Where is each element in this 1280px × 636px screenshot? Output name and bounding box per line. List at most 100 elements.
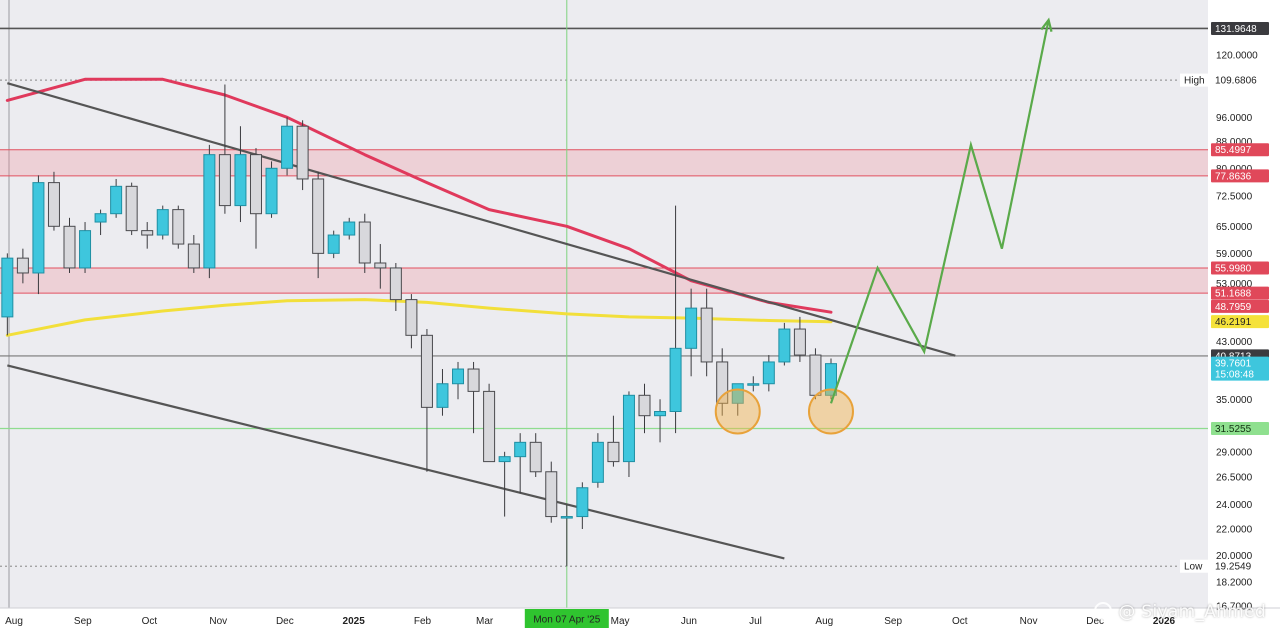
candle-33[interactable] xyxy=(514,433,527,494)
candle-body-53 xyxy=(824,363,837,396)
candle-15[interactable] xyxy=(234,126,247,223)
candle-22[interactable] xyxy=(343,217,356,240)
candle-37[interactable] xyxy=(576,482,589,529)
resistance-zone-0 xyxy=(0,149,1208,176)
trendline-0 xyxy=(7,82,956,357)
candle-43[interactable] xyxy=(669,205,682,434)
x-tick-label: Oct xyxy=(142,616,158,627)
price-tag-value-11: 19.2549 xyxy=(1215,562,1252,573)
candle-17[interactable] xyxy=(265,161,278,218)
candle-52[interactable] xyxy=(809,348,822,400)
candle-14[interactable] xyxy=(218,84,231,214)
candle-18[interactable] xyxy=(281,117,294,176)
candle-12[interactable] xyxy=(187,235,200,273)
x-tick-label: Sep xyxy=(74,616,92,627)
price-tag-10: 31.5255 xyxy=(1211,421,1269,435)
x-tick-label: Feb xyxy=(414,616,432,627)
candle-45[interactable] xyxy=(700,288,713,377)
candle-6[interactable] xyxy=(94,209,107,236)
candle-body-30 xyxy=(467,368,480,392)
candle-41[interactable] xyxy=(638,383,651,434)
candle-46[interactable] xyxy=(716,348,729,416)
candle-body-14 xyxy=(218,154,231,207)
candle-39[interactable] xyxy=(607,415,620,467)
candle-53[interactable] xyxy=(824,358,837,400)
candle-10[interactable] xyxy=(156,205,169,240)
candle-16[interactable] xyxy=(249,148,262,249)
candle-body-19 xyxy=(296,125,309,180)
watermark-text: @ Siyam_Ahmed xyxy=(1118,602,1266,622)
candle-26[interactable] xyxy=(405,294,418,349)
candle-24[interactable] xyxy=(374,244,387,289)
candle-body-9 xyxy=(141,230,154,236)
projection-path xyxy=(829,19,1050,404)
candle-7[interactable] xyxy=(110,178,123,218)
candle-1[interactable] xyxy=(16,248,29,284)
candle-40[interactable] xyxy=(622,391,635,477)
candle-28[interactable] xyxy=(436,369,449,416)
candle-4[interactable] xyxy=(63,217,76,273)
candle-25[interactable] xyxy=(389,262,402,312)
candle-42[interactable] xyxy=(654,399,667,443)
candle-31[interactable] xyxy=(483,383,496,463)
candle-body-26 xyxy=(405,299,418,336)
y-tick-label: 65.0000 xyxy=(1216,222,1253,233)
price-tag-bg-2 xyxy=(1211,143,1269,157)
candle-34[interactable] xyxy=(529,433,542,477)
candle-0[interactable] xyxy=(1,253,14,336)
candle-5[interactable] xyxy=(79,222,92,273)
y-tick-label: 59.0000 xyxy=(1216,249,1253,260)
candle-30[interactable] xyxy=(467,361,480,434)
price-tag-bg-11 xyxy=(1211,559,1269,573)
candle-36[interactable] xyxy=(560,504,573,567)
candle-19[interactable] xyxy=(296,120,309,191)
candle-20[interactable] xyxy=(312,171,325,279)
y-tick-label: 22.0000 xyxy=(1216,524,1253,535)
price-tag-value-2: 85.4997 xyxy=(1215,145,1252,156)
crosshair-date-label: Mon 07 Apr '25 xyxy=(533,615,600,626)
candle-body-18 xyxy=(281,125,294,169)
candle-32[interactable] xyxy=(498,451,511,517)
x-tick-label: Nov xyxy=(1020,616,1038,627)
candle-50[interactable] xyxy=(778,322,791,366)
x-tick-label: Mar xyxy=(476,616,494,627)
candle-3[interactable] xyxy=(47,171,60,231)
candle-13[interactable] xyxy=(203,144,216,279)
candle-27[interactable] xyxy=(420,329,433,472)
price-tag-bg-4 xyxy=(1211,261,1269,275)
candle-11[interactable] xyxy=(172,205,185,249)
candle-body-10 xyxy=(156,209,169,236)
candle-38[interactable] xyxy=(591,433,604,488)
x-tick-label: May xyxy=(611,616,630,627)
candle-8[interactable] xyxy=(125,182,138,236)
candle-body-28 xyxy=(436,383,449,408)
candle-body-32 xyxy=(498,456,511,463)
x-tick-label: Jun xyxy=(681,616,697,627)
candle-49[interactable] xyxy=(762,355,775,392)
price-tag-bg-6 xyxy=(1211,299,1269,313)
price-tag-6: 48.7959 xyxy=(1211,299,1269,313)
candle-body-51 xyxy=(793,328,806,356)
candle-35[interactable] xyxy=(545,461,558,523)
price-tag-4: 55.9980 xyxy=(1211,261,1269,275)
candle-body-44 xyxy=(685,307,698,349)
y-tick-label: 18.2000 xyxy=(1216,577,1253,588)
price-tag-bg-0 xyxy=(1211,21,1269,35)
candle-29[interactable] xyxy=(452,361,465,400)
candle-44[interactable] xyxy=(685,288,698,377)
candle-9[interactable] xyxy=(141,222,154,249)
y-tick-label: 72.5000 xyxy=(1216,191,1253,202)
candle-21[interactable] xyxy=(327,230,340,259)
candle-body-12 xyxy=(187,243,200,269)
candle-body-4 xyxy=(63,225,76,269)
candle-23[interactable] xyxy=(358,213,371,273)
candle-2[interactable] xyxy=(32,175,45,295)
resistance-zone-1 xyxy=(0,267,1208,294)
candle-body-0 xyxy=(1,257,14,318)
candle-51[interactable] xyxy=(793,316,806,362)
candle-48[interactable] xyxy=(747,376,760,392)
price-tag-value-0: 131.9648 xyxy=(1215,24,1257,35)
candle-body-23 xyxy=(358,221,371,264)
